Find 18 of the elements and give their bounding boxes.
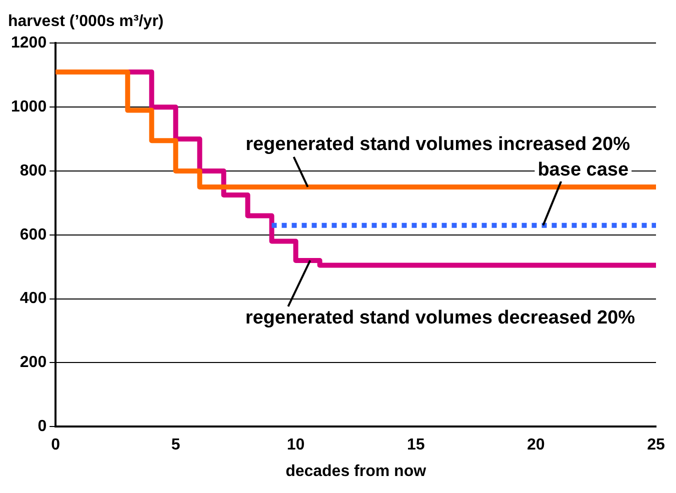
x-tick-label: 0	[51, 436, 60, 454]
x-tick-label: 15	[406, 436, 425, 454]
y-tick-label: 200	[20, 354, 47, 372]
x-tick-label: 25	[647, 436, 665, 454]
x-tick-label: 5	[171, 436, 180, 454]
y-tick-label: 400	[20, 290, 47, 308]
series-label: regenerated stand volumes increased 20%	[246, 134, 630, 156]
x-tick-label: 10	[286, 436, 305, 454]
text: regenerated stand volumes decreased 20%	[245, 308, 636, 329]
text: base case	[538, 160, 629, 181]
y-tick-label: 1200	[11, 34, 47, 52]
y-tick-label: 800	[20, 162, 47, 180]
y-tick-label: 1000	[11, 98, 47, 116]
x-tick-label: 20	[527, 436, 545, 454]
x-axis-title: decades from now	[286, 462, 427, 480]
y-tick-label: 600	[20, 226, 47, 244]
y-tick-label: 0	[38, 418, 47, 436]
y-axis-title: harvest (’000s m³/yr)	[8, 13, 164, 30]
